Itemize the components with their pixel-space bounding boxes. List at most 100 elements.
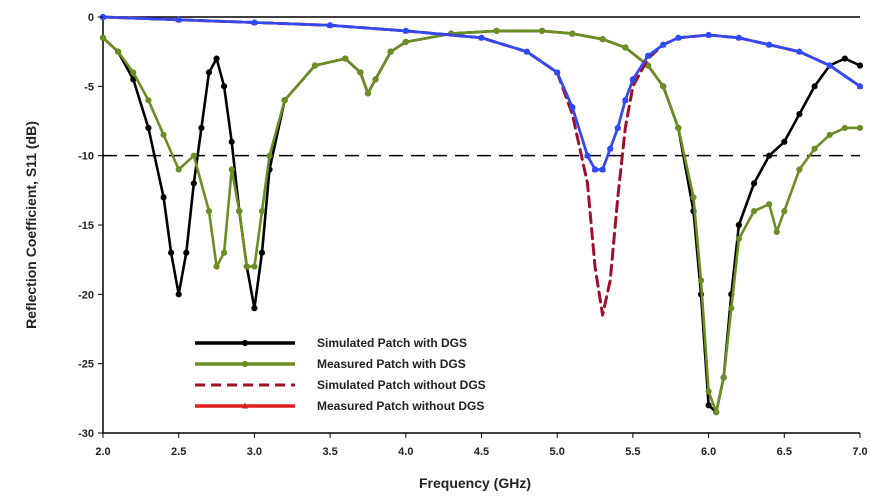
data-point [145, 97, 152, 104]
data-point [387, 48, 394, 55]
data-point [523, 48, 531, 55]
data-point [205, 208, 213, 215]
data-point [766, 201, 773, 208]
y-tick-label: -5 [84, 81, 94, 93]
x-tick-label: 5.0 [550, 446, 565, 458]
x-tick-label: 3.0 [247, 446, 262, 458]
data-point [675, 34, 682, 41]
data-point [735, 221, 742, 229]
data-point [213, 263, 220, 270]
data-point [713, 409, 720, 416]
data-point [735, 34, 742, 41]
data-point [856, 83, 864, 90]
data-point [175, 16, 182, 23]
data-point [826, 131, 833, 138]
data-point [796, 110, 803, 118]
data-point [183, 249, 190, 256]
data-point [591, 166, 599, 173]
x-axis-title: Frequency (GHz) [419, 475, 531, 491]
data-point [622, 97, 629, 104]
data-point [175, 291, 182, 298]
legend-item: Measured Patch without DGS [195, 399, 484, 413]
legend-item: Simulated Patch without DGS [195, 378, 486, 392]
data-point [258, 208, 266, 215]
data-point [190, 180, 197, 187]
y-tick-label: -10 [78, 151, 94, 163]
data-point [493, 27, 500, 34]
x-tick-label: 5.5 [625, 446, 640, 458]
y-axis-title: Reflection Coefficient, S11 (dB) [23, 121, 39, 329]
data-point [690, 194, 697, 201]
series-4 [99, 13, 864, 173]
data-point [614, 124, 621, 132]
data-point [728, 305, 735, 312]
data-point [538, 27, 546, 34]
data-point [478, 34, 485, 41]
data-point [750, 180, 758, 187]
data-point [221, 249, 228, 256]
data-point [228, 138, 235, 145]
data-point [402, 27, 409, 34]
data-point [660, 41, 667, 48]
data-point [584, 152, 591, 159]
data-point [607, 145, 614, 152]
data-point [705, 402, 712, 409]
legend-item: Simulated Patch with DGS [195, 336, 467, 350]
data-point [372, 76, 379, 83]
x-tick-label: 2.5 [171, 446, 186, 458]
data-point [213, 55, 220, 62]
data-point [622, 44, 629, 51]
data-point [175, 166, 182, 173]
data-point [766, 152, 773, 159]
legend-label: Measured Patch with DGS [317, 357, 466, 371]
data-point [281, 97, 288, 104]
data-point [241, 339, 249, 347]
data-point [241, 402, 249, 409]
series-line [101, 29, 862, 414]
legend-item: Measured Patch with DGS [195, 357, 466, 371]
data-point [266, 152, 273, 159]
data-point [856, 62, 864, 69]
y-tick-label: -30 [78, 428, 94, 440]
data-point [826, 62, 833, 69]
data-point [811, 83, 818, 90]
data-point [221, 83, 228, 90]
x-tick-label: 6.5 [777, 446, 792, 458]
series-layer [99, 13, 864, 416]
data-point [735, 235, 742, 242]
data-point [750, 208, 758, 215]
data-point [554, 69, 561, 76]
data-point [705, 31, 712, 39]
x-axis: 2.0 2.5 3.0 3.5 4.0 4.5 5.0 5.5 6.0 6.5 7.0 [95, 433, 868, 458]
data-point [145, 124, 152, 132]
data-point [258, 249, 266, 256]
data-point [569, 30, 576, 37]
data-point [327, 22, 334, 29]
legend-label: Measured Patch without DGS [317, 399, 484, 413]
data-point [236, 208, 243, 215]
data-point [198, 124, 205, 132]
y-tick-label: -15 [78, 220, 94, 232]
data-point [241, 360, 249, 368]
data-point [569, 104, 576, 111]
data-point [311, 62, 319, 69]
data-point [644, 52, 652, 59]
x-tick-label: 4.5 [474, 446, 489, 458]
data-point [251, 19, 258, 26]
data-point [841, 55, 848, 62]
legend-label: Simulated Patch without DGS [317, 378, 486, 392]
data-point [781, 208, 788, 215]
data-point [811, 145, 818, 152]
data-point [228, 166, 235, 173]
data-point [190, 152, 197, 159]
y-tick-label: -25 [78, 359, 94, 371]
x-tick-label: 6.0 [701, 446, 716, 458]
data-point [243, 263, 250, 270]
data-point [705, 388, 712, 395]
data-point [675, 124, 682, 132]
data-point [629, 76, 637, 83]
series-1 [99, 27, 864, 416]
x-tick-label: 3.5 [322, 446, 337, 458]
reference-lines [103, 16, 860, 157]
